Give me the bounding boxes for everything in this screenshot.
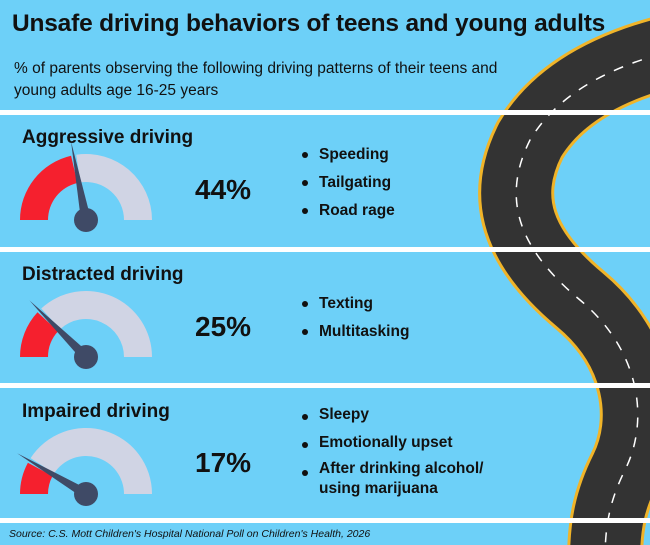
- list-item: Sleepy: [302, 403, 522, 427]
- list-aggressive: Speeding Tailgating Road rage: [302, 141, 395, 225]
- section-title-aggressive: Aggressive driving: [22, 127, 194, 148]
- divider: [0, 110, 650, 115]
- gauge-needle: [29, 300, 90, 361]
- gauge-needle: [71, 141, 91, 221]
- value-distracted: 25%: [195, 311, 252, 342]
- divider: [0, 247, 650, 252]
- divider: [0, 518, 650, 523]
- divider: [0, 383, 650, 388]
- gauge-track-arc: [41, 291, 153, 357]
- section-title-distracted: Distracted driving: [22, 264, 184, 285]
- gauge-aggressive: [20, 141, 152, 232]
- gauge-needle: [17, 453, 89, 499]
- list-distracted: Texting Multitasking: [302, 290, 409, 346]
- list-item: Speeding: [302, 141, 395, 169]
- list-item: After drinking alcohol/ using marijuana: [302, 459, 522, 499]
- list-item: Texting: [302, 290, 409, 318]
- gauge-track-arc: [30, 427, 152, 494]
- source-note: Source: C.S. Mott Children's Hospital Na…: [9, 528, 371, 540]
- gauge-hub: [74, 208, 98, 232]
- page-title: Unsafe driving behaviors of teens and yo…: [12, 10, 606, 37]
- gauge-hub: [74, 345, 98, 369]
- list-item: Multitasking: [302, 318, 409, 346]
- list-item: Road rage: [302, 197, 395, 225]
- subtitle: % of parents observing the following dri…: [14, 60, 498, 99]
- gauge-value-arc: [20, 312, 59, 357]
- gauge-track-arc: [76, 154, 152, 220]
- gauge-distracted: [20, 291, 153, 369]
- gauge-value-arc: [20, 462, 53, 494]
- list-impaired: Sleepy Emotionally upset After drinking …: [302, 403, 522, 499]
- gauge-value-arc: [20, 155, 78, 220]
- section-title-impaired: Impaired driving: [22, 401, 170, 422]
- gauge-hub: [74, 482, 98, 506]
- value-aggressive: 44%: [195, 174, 252, 205]
- value-impaired: 17%: [195, 447, 252, 478]
- list-item: Tailgating: [302, 169, 395, 197]
- list-item: Emotionally upset: [302, 431, 522, 455]
- gauge-impaired: [17, 427, 152, 506]
